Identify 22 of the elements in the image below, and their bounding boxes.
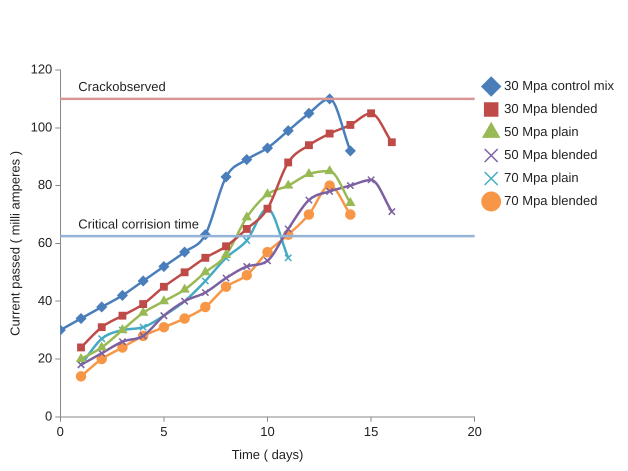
y-tick-label: 100 bbox=[30, 119, 52, 134]
ref-line-label: Crackobserved bbox=[78, 78, 166, 94]
x-tick-label: 10 bbox=[260, 424, 275, 440]
legend-label: 70 Mpa plain bbox=[504, 170, 579, 186]
legend-label: 50 Mpa blended bbox=[504, 147, 598, 162]
x-tick-label: 20 bbox=[467, 424, 482, 440]
y-tick-label: 40 bbox=[38, 292, 52, 308]
legend-label: 70 Mpa blended bbox=[504, 193, 598, 208]
y-tick-label: 20 bbox=[38, 350, 52, 366]
y-tick-label: 0 bbox=[45, 408, 52, 424]
legend-label: 50 Mpa plain bbox=[504, 124, 579, 140]
x-axis-title: Time ( days) bbox=[232, 446, 304, 462]
y-tick-label: 80 bbox=[38, 177, 52, 192]
y-axis-title: Current passed ( milli amperes ) bbox=[7, 150, 22, 336]
legend-label: 30 Mpa blended bbox=[504, 101, 598, 116]
x-tick-label: 0 bbox=[56, 424, 64, 440]
x-tick-label: 5 bbox=[160, 424, 168, 440]
y-tick-label: 120 bbox=[30, 62, 52, 77]
ref-line-label: Critical corrision time bbox=[78, 216, 199, 232]
y-tick-label: 60 bbox=[38, 234, 52, 250]
legend-label: 30 Mpa control mix bbox=[504, 78, 614, 94]
x-tick-label: 15 bbox=[364, 424, 378, 440]
